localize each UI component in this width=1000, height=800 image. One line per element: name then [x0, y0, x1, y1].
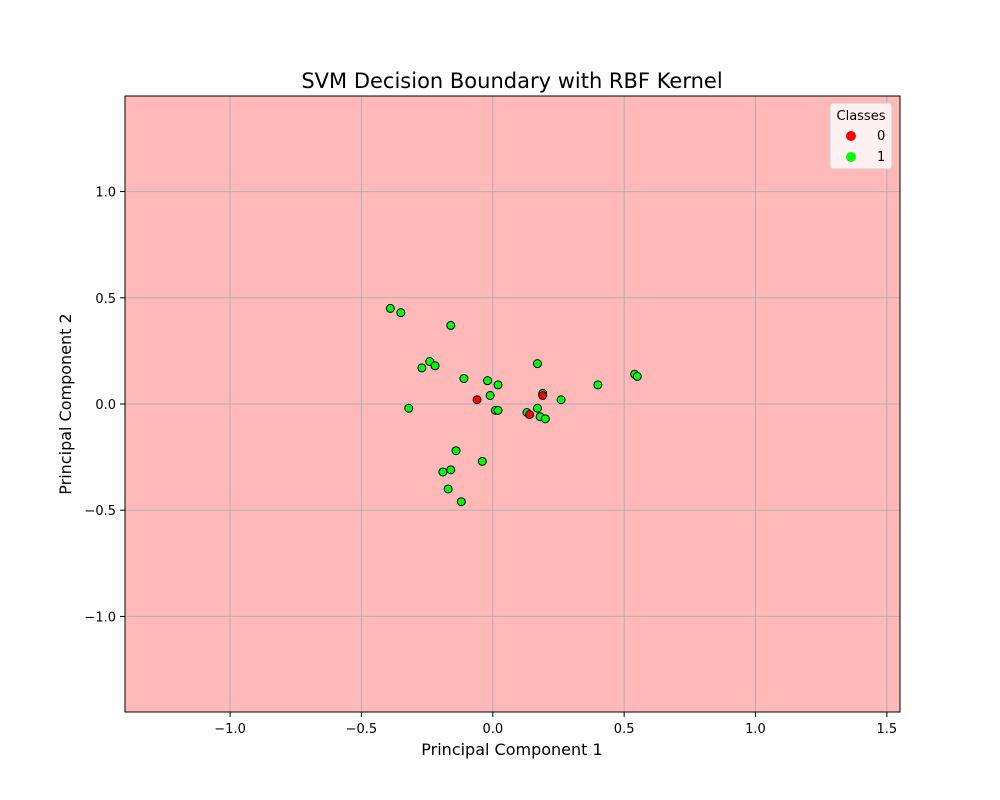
x-tick-label: 0.5 — [614, 722, 635, 737]
legend-title: Classes — [837, 109, 886, 124]
data-point-class-1 — [532, 359, 542, 369]
data-point-class-1 — [485, 391, 495, 401]
data-point-class-1 — [456, 497, 466, 507]
y-tick-label: 0.5 — [95, 292, 116, 307]
data-point-class-1 — [532, 403, 542, 413]
legend-label-class-0: 0 — [877, 129, 885, 144]
data-point-class-0 — [525, 410, 535, 420]
legend-marker-class-1 — [846, 152, 856, 162]
data-point-class-1 — [430, 361, 440, 371]
data-point-class-1 — [417, 363, 427, 373]
data-point-class-1 — [632, 371, 642, 381]
chart-title: SVM Decision Boundary with RBF Kernel — [301, 69, 722, 93]
x-tick-label: 0.0 — [482, 722, 503, 737]
data-point-class-1 — [556, 395, 566, 405]
data-point-class-1 — [493, 405, 503, 415]
legend-marker-class-0 — [846, 131, 856, 141]
grid — [125, 96, 900, 712]
data-point-class-1 — [493, 380, 503, 390]
x-tick-label: −1.0 — [214, 722, 246, 737]
data-point-class-0 — [472, 395, 482, 405]
data-point-class-1 — [459, 374, 469, 384]
y-tick-label: −0.5 — [84, 504, 116, 519]
y-tick-label: 1.0 — [95, 186, 116, 201]
data-point-class-1 — [443, 484, 453, 494]
x-tick-label: 1.0 — [745, 722, 766, 737]
data-point-class-1 — [438, 467, 448, 477]
y-tick-label: −1.0 — [84, 610, 116, 625]
legend: Classes 0 1 — [829, 102, 893, 170]
legend-label-class-1: 1 — [877, 150, 885, 165]
data-point-class-1 — [477, 456, 487, 466]
data-point-class-1 — [446, 465, 456, 475]
data-point-class-1 — [404, 403, 414, 413]
x-tick-label: −0.5 — [346, 722, 378, 737]
legend-box — [829, 102, 893, 170]
y-tick-label: 0.0 — [95, 398, 116, 413]
data-point-class-1 — [483, 376, 493, 386]
data-point-class-1 — [396, 308, 406, 318]
data-point-class-1 — [540, 414, 550, 424]
axis-ticks: −1.0 −0.5 0.0 0.5 1.0 1.5 −1.0 −0.5 0.0 0.5 1.0 — [84, 186, 897, 737]
x-axis-label: Principal Component 1 — [421, 740, 602, 759]
data-point-class-1 — [593, 380, 603, 390]
data-point-class-0 — [538, 391, 548, 401]
data-point-class-1 — [446, 320, 456, 330]
data-point-class-1 — [451, 446, 461, 456]
y-axis-label: Principal Component 2 — [56, 313, 75, 494]
x-tick-label: 1.5 — [877, 722, 898, 737]
data-points — [385, 303, 642, 507]
data-point-class-1 — [385, 303, 395, 313]
